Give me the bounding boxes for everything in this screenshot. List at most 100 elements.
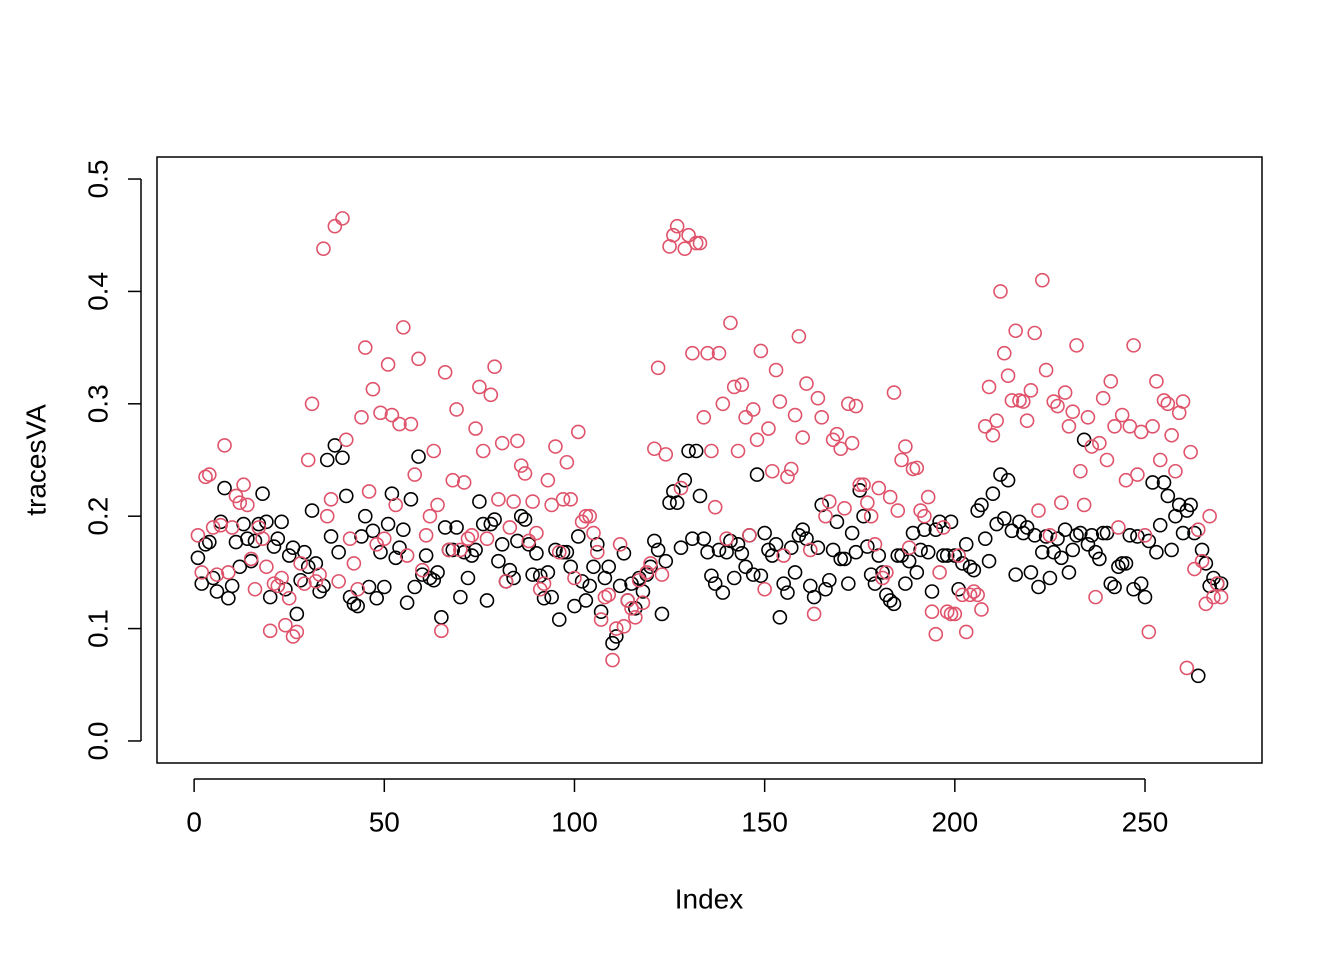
point xyxy=(707,499,723,515)
point xyxy=(494,435,510,451)
point xyxy=(761,421,776,436)
point xyxy=(787,407,803,423)
point xyxy=(319,452,335,468)
point xyxy=(217,438,232,453)
point xyxy=(331,574,346,589)
point xyxy=(700,544,715,560)
x-axis-label: Index xyxy=(675,883,744,914)
point xyxy=(977,531,993,546)
point xyxy=(688,235,704,251)
point xyxy=(460,531,476,546)
point xyxy=(1160,488,1176,504)
point xyxy=(335,450,350,466)
point xyxy=(818,508,833,524)
point xyxy=(970,587,985,603)
point xyxy=(879,565,894,580)
point xyxy=(1122,418,1138,434)
point xyxy=(844,435,860,451)
point xyxy=(205,570,221,586)
point xyxy=(654,606,670,622)
x-tick-label: 0 xyxy=(186,806,202,837)
point xyxy=(426,572,442,588)
point xyxy=(487,359,502,375)
point xyxy=(1099,525,1115,541)
point xyxy=(502,520,518,535)
point xyxy=(1156,393,1172,408)
point xyxy=(936,548,951,563)
point xyxy=(1126,338,1141,353)
point xyxy=(726,379,742,395)
point xyxy=(1065,542,1081,558)
point xyxy=(304,503,320,518)
point xyxy=(734,377,750,392)
point xyxy=(403,492,419,507)
point xyxy=(1004,393,1020,408)
point xyxy=(928,626,944,642)
point xyxy=(289,624,305,640)
point xyxy=(609,629,624,644)
point xyxy=(841,576,856,591)
point xyxy=(1152,452,1168,468)
point xyxy=(418,528,434,543)
point xyxy=(882,489,898,505)
point xyxy=(281,548,297,563)
point xyxy=(586,525,601,541)
point xyxy=(1057,385,1073,400)
point xyxy=(692,488,708,504)
point xyxy=(270,578,286,594)
point xyxy=(240,497,255,513)
point xyxy=(1008,323,1023,339)
point xyxy=(783,461,799,477)
point xyxy=(1152,517,1168,533)
point xyxy=(346,556,362,571)
point xyxy=(194,576,210,591)
point xyxy=(217,480,232,496)
point xyxy=(1137,589,1153,605)
point xyxy=(338,488,354,504)
point xyxy=(373,405,388,421)
point xyxy=(525,494,540,509)
point xyxy=(814,409,830,425)
point xyxy=(453,542,468,558)
point xyxy=(890,548,906,563)
point xyxy=(1000,472,1016,488)
point xyxy=(1038,362,1054,378)
point xyxy=(780,585,795,600)
point xyxy=(985,427,1001,443)
point xyxy=(860,539,875,554)
point xyxy=(1118,472,1134,488)
point xyxy=(240,531,255,546)
point xyxy=(247,581,263,597)
point xyxy=(262,623,278,639)
point xyxy=(376,579,392,595)
point xyxy=(365,381,381,397)
point xyxy=(449,402,464,417)
point xyxy=(1046,394,1062,409)
point xyxy=(742,528,757,543)
point xyxy=(787,565,803,580)
point xyxy=(1035,544,1050,560)
point xyxy=(361,484,377,499)
point xyxy=(319,508,335,524)
point xyxy=(1149,374,1164,389)
point xyxy=(920,544,936,560)
point xyxy=(776,576,791,591)
point xyxy=(639,565,655,580)
point xyxy=(354,409,369,425)
point xyxy=(612,578,628,594)
point xyxy=(1031,579,1046,595)
point xyxy=(536,590,552,606)
point xyxy=(411,449,426,464)
point xyxy=(1095,390,1111,406)
point xyxy=(399,548,415,563)
point xyxy=(688,443,704,459)
point xyxy=(243,551,259,567)
point xyxy=(715,396,731,412)
point xyxy=(464,528,480,543)
point xyxy=(285,629,301,644)
point xyxy=(411,351,426,367)
point xyxy=(1080,409,1096,425)
point xyxy=(768,536,784,552)
point xyxy=(209,584,225,599)
